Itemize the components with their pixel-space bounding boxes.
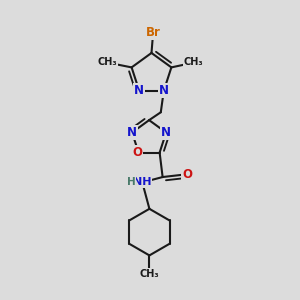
Text: H: H xyxy=(127,177,135,187)
Text: CH₃: CH₃ xyxy=(140,269,159,279)
Text: N: N xyxy=(159,84,169,97)
Text: N: N xyxy=(127,126,137,139)
Text: CH₃: CH₃ xyxy=(184,57,204,67)
Text: O: O xyxy=(182,168,192,181)
Text: O: O xyxy=(132,146,142,159)
Text: Br: Br xyxy=(146,26,160,39)
Text: CH₃: CH₃ xyxy=(98,57,118,67)
Text: NH: NH xyxy=(133,177,152,188)
Text: N: N xyxy=(161,126,171,139)
Text: N: N xyxy=(134,84,144,97)
